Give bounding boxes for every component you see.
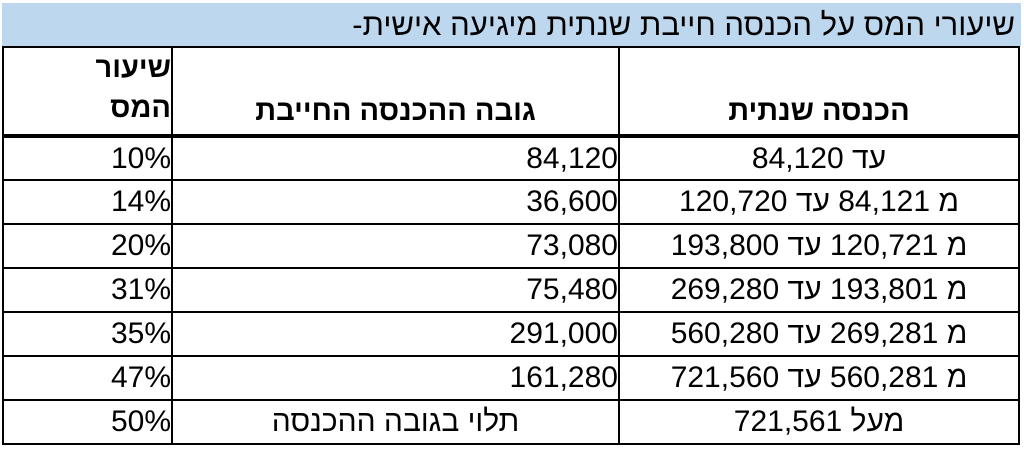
tax-rates-table: הכנסה שנתית גובה ההכנסה החייבת שיעור המס…	[2, 46, 1020, 445]
table-row: עד 84,120 84,120 10%	[2, 135, 1020, 181]
annual-income-cell: מ 560,281 עד 721,560	[618, 355, 1020, 401]
annual-income-cell: מ 193,801 עד 269,280	[618, 267, 1020, 313]
taxable-amount-cell: 73,080	[171, 223, 620, 269]
table-title: שיעורי המס על הכנסה חייבת שנתית מיגיעה א…	[352, 6, 1015, 42]
tax-rate-cell: 31%	[2, 267, 173, 313]
taxable-amount-cell: תלוי בגובה ההכנסה	[171, 399, 620, 445]
taxable-amount-cell: 84,120	[171, 135, 620, 181]
annual-income-cell: מ 269,281 עד 560,280	[618, 311, 1020, 357]
tax-rate-cell: 35%	[2, 311, 173, 357]
header-tax-rate-line1: שיעור	[95, 52, 171, 84]
annual-income-cell: עד 84,120	[618, 135, 1020, 181]
header-tax-rate: שיעור המס	[2, 46, 173, 138]
table-row: מעל 721,561 תלוי בגובה ההכנסה 50%	[2, 399, 1020, 445]
tax-rate-cell: 20%	[2, 223, 173, 269]
tax-rate-cell: 47%	[2, 355, 173, 401]
table-row: מ 560,281 עד 721,560 161,280 47%	[2, 355, 1020, 401]
header-annual-income: הכנסה שנתית	[618, 46, 1020, 138]
annual-income-cell: מ 84,121 עד 120,720	[618, 179, 1020, 225]
table-row: מ 120,721 עד 193,800 73,080 20%	[2, 223, 1020, 269]
header-taxable-amount: גובה ההכנסה החייבת	[171, 46, 620, 138]
tax-rate-cell: 14%	[2, 179, 173, 225]
header-tax-rate-line2: המס	[110, 92, 171, 124]
taxable-amount-cell: 36,600	[171, 179, 620, 225]
tax-rate-cell: 50%	[2, 399, 173, 445]
annual-income-cell: מעל 721,561	[618, 399, 1020, 445]
table-title-bar: שיעורי המס על הכנסה חייבת שנתית מיגיעה א…	[2, 3, 1021, 46]
table-row: מ 193,801 עד 269,280 75,480 31%	[2, 267, 1020, 313]
header-row: הכנסה שנתית גובה ההכנסה החייבת שיעור המס	[2, 46, 1020, 138]
tax-rate-cell: 10%	[2, 135, 173, 181]
taxable-amount-cell: 75,480	[171, 267, 620, 313]
table-row: מ 269,281 עד 560,280 291,000 35%	[2, 311, 1020, 357]
annual-income-cell: מ 120,721 עד 193,800	[618, 223, 1020, 269]
taxable-amount-cell: 161,280	[171, 355, 620, 401]
taxable-amount-cell: 291,000	[171, 311, 620, 357]
table-row: מ 84,121 עד 120,720 36,600 14%	[2, 179, 1020, 225]
